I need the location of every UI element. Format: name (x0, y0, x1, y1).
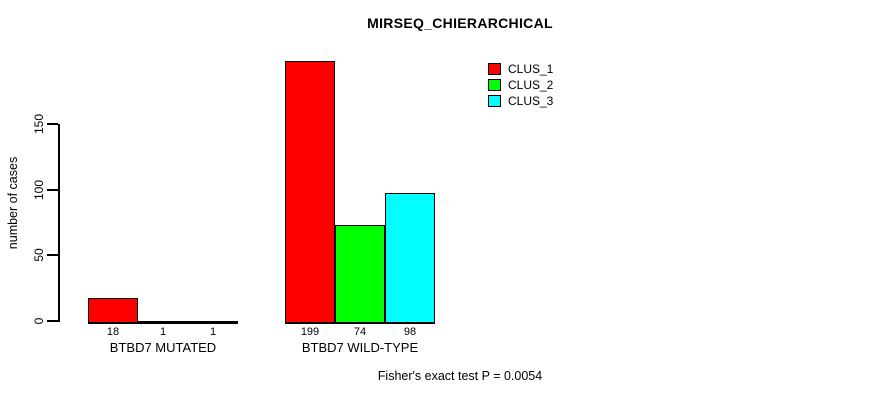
y-axis-label: number of cases (6, 156, 20, 250)
x-axis-category-label-mutated: BTBD7 MUTATED (109, 340, 217, 355)
x-axis-baseline-wild-type (285, 322, 435, 324)
y-axis-tick-100 (47, 189, 58, 191)
legend-label-clus-3: CLUS_3 (508, 94, 554, 108)
fisher-test-annotation: Fisher's exact test P = 0.0054 (377, 369, 543, 383)
y-axis-tick-label-0: 0 (32, 317, 46, 325)
y-axis-tick-150 (47, 123, 58, 125)
y-axis-tick-label-100: 100 (32, 179, 46, 201)
legend: CLUS_1 CLUS_2 CLUS_3 (488, 61, 553, 109)
bar-value-label-clus-1-btbd7-wild-type: 199 (300, 326, 320, 338)
legend-item-clus-3: CLUS_3 (488, 93, 553, 109)
bar-value-label-clus-2-btbd7-mutated: 1 (159, 326, 167, 338)
y-axis-tick-50 (47, 254, 58, 256)
bar-value-label-clus-1-btbd7-mutated: 18 (106, 326, 120, 338)
legend-swatch-clus-3 (488, 95, 501, 107)
bar-value-label-clus-3-btbd7-wild-type: 98 (403, 326, 417, 338)
y-axis-tick-label-150: 150 (32, 113, 46, 135)
bar-clus-1-btbd7-wild-type (285, 61, 335, 324)
y-axis-tick-0 (47, 320, 58, 322)
bar-clus-1-btbd7-mutated (88, 298, 138, 324)
x-axis-baseline-mutated (88, 322, 238, 324)
y-axis-line (58, 124, 60, 322)
bar-value-label-clus-3-btbd7-mutated: 1 (209, 326, 217, 338)
legend-item-clus-1: CLUS_1 (488, 61, 553, 77)
chart-title: MIRSEQ_CHIERARCHICAL (367, 15, 553, 31)
bar-clus-3-btbd7-wild-type (385, 193, 435, 324)
legend-label-clus-2: CLUS_2 (508, 78, 554, 92)
bar-clus-2-btbd7-wild-type (335, 225, 385, 324)
y-axis-tick-label-50: 50 (32, 248, 46, 262)
legend-swatch-clus-1 (488, 63, 501, 75)
legend-swatch-clus-2 (488, 79, 501, 91)
legend-item-clus-2: CLUS_2 (488, 77, 553, 93)
bar-value-label-clus-2-btbd7-wild-type: 74 (353, 326, 367, 338)
legend-label-clus-1: CLUS_1 (508, 62, 554, 76)
x-axis-category-label-wild-type: BTBD7 WILD-TYPE (301, 340, 419, 355)
